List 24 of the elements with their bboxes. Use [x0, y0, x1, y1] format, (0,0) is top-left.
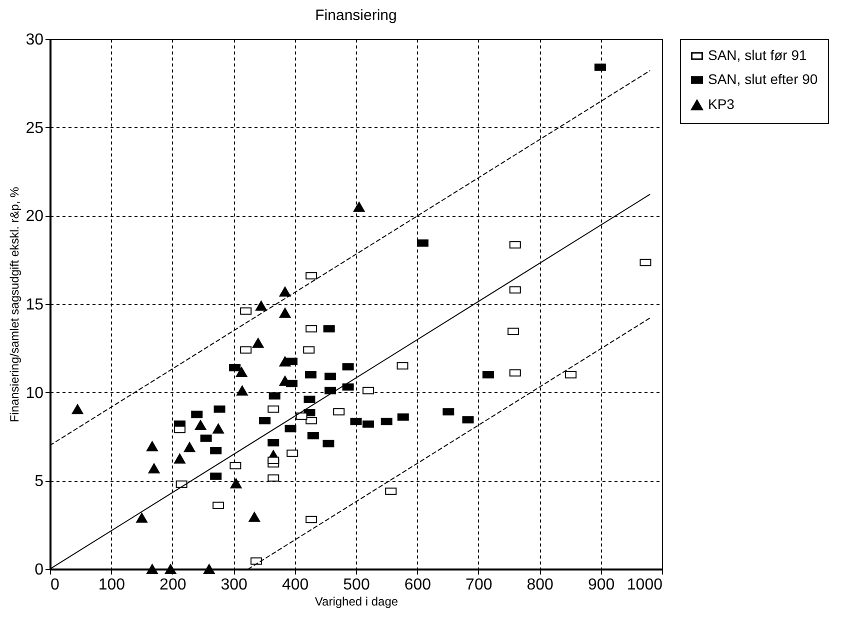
- x-tick-label: 400: [282, 576, 309, 594]
- y-tick-label: 30: [26, 32, 44, 48]
- x-tick-label: 800: [526, 576, 554, 594]
- y-tick-label: 5: [34, 473, 44, 490]
- x-tick-label: 0: [50, 576, 60, 594]
- x-tick-label: 700: [466, 576, 492, 594]
- x-tick-label: 1000: [626, 576, 663, 594]
- x-tick-label: 300: [220, 576, 248, 594]
- y-axis-title: Finansiering/samlet sagsudgift ekskl. r&p, %: [8, 186, 22, 422]
- x-tick-label: 100: [98, 576, 126, 594]
- legend-label: KP3: [708, 96, 735, 112]
- x-tick-label: 500: [343, 576, 370, 594]
- legend-label: SAN, slut efter 90: [708, 71, 818, 87]
- x-tick-label: 200: [160, 576, 186, 594]
- chart-title: Finansiering: [315, 7, 397, 24]
- y-tick-label: 0: [34, 562, 44, 578]
- y-tick-label: 15: [26, 296, 44, 314]
- x-tick-label: 900: [588, 576, 615, 594]
- y-tick-label: 10: [26, 384, 44, 402]
- legend-label: SAN, slut før 91: [708, 47, 808, 63]
- x-axis-title: Varighed i dage: [314, 594, 398, 608]
- x-tick-label: 600: [404, 576, 432, 594]
- y-tick-label: 20: [26, 208, 44, 226]
- y-tick-label: 25: [26, 120, 44, 137]
